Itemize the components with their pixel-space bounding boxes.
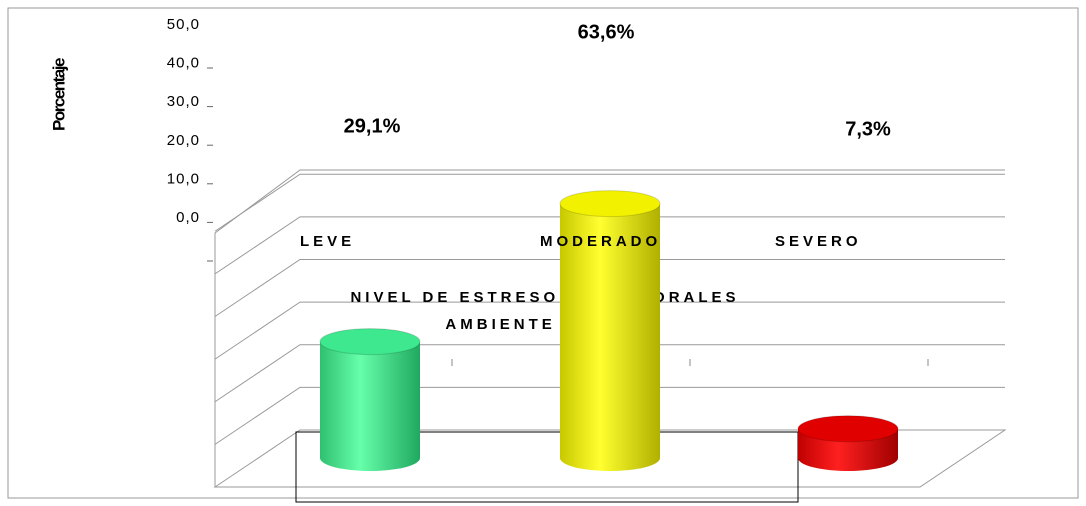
bar [320, 341, 420, 471]
y-tick-label: 0,0 [176, 209, 200, 226]
y-tick-label: 50,0 [167, 16, 200, 33]
y-tick-label: 10,0 [167, 170, 200, 187]
wall-grid [214, 344, 1005, 403]
category-label: LEVE [300, 233, 355, 250]
value-label: 29,1% [344, 115, 401, 137]
wall-grid [214, 259, 1005, 317]
category-label: SEVERO [775, 233, 862, 250]
y-axis-title: Porcentaje [49, 58, 68, 131]
selection-box [295, 431, 799, 503]
category-label: MODERADO [540, 233, 661, 250]
walls [213, 169, 1007, 488]
bar-top [319, 328, 421, 356]
value-label: 7,3% [845, 118, 891, 140]
y-tick-label: 20,0 [167, 132, 200, 149]
value-label: 63,6% [578, 21, 635, 43]
wall-grid [214, 301, 1005, 360]
wall-grid [214, 173, 1005, 232]
wall-grid [214, 386, 1005, 445]
y-tick-label: 30,0 [167, 93, 200, 110]
bar [560, 203, 660, 471]
wall-grid [214, 216, 1005, 275]
x-axis-title: NIVEL DE ESTRESORES LABORALES [350, 289, 739, 306]
chart-border [7, 7, 1079, 499]
bar-top [797, 415, 899, 443]
bar-top [559, 190, 661, 218]
y-tick-label: 40,0 [167, 55, 200, 72]
